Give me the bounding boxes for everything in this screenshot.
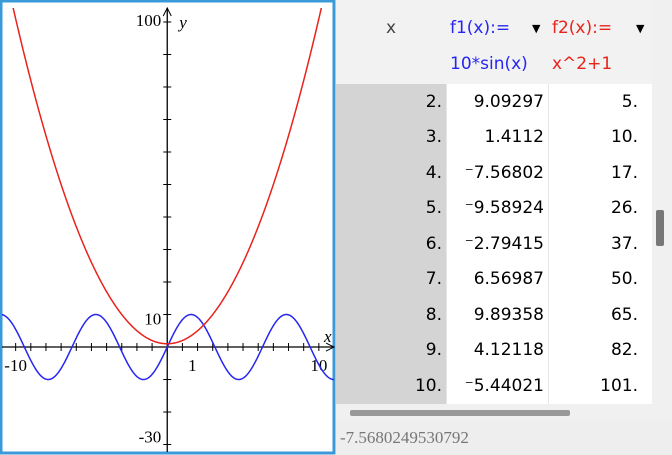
table-cell: 101. — [548, 368, 652, 404]
header-bg — [336, 0, 652, 84]
table-cell: 10. — [336, 368, 446, 404]
column-name: f1(x):= — [450, 18, 511, 38]
table-cell: 5. — [548, 84, 652, 120]
table-panel: x f1(x):= ▼ 10*sin(x) f2(x):= ▼ x^2+1 2. 9.09297… — [336, 0, 672, 455]
column-formula: 10*sin(x) — [450, 54, 528, 74]
table-cell: ⁻7.56802 — [446, 155, 548, 191]
y-tick-label: 100 — [136, 11, 162, 30]
h-scroll-thumb — [350, 410, 570, 416]
table-cell: 5. — [336, 190, 446, 226]
axis-arrow — [162, 6, 172, 17]
dropdown: ▼ — [532, 21, 541, 35]
table-cell: ⁻2.79415 — [446, 226, 548, 262]
table-cell: 26. — [548, 190, 652, 226]
x-axis-label: x — [323, 327, 332, 346]
table-cell: 2. — [336, 84, 446, 120]
column-formula: x^2+1 — [552, 54, 613, 74]
y-tick-label: -30 — [139, 427, 162, 446]
column-name: f2(x):= — [552, 18, 613, 38]
x-tick-label: 1 — [188, 356, 197, 375]
y-axis-label: y — [177, 13, 187, 32]
table-cell: ⁻9.58924 — [446, 190, 548, 226]
table-cell: 4.12118 — [446, 332, 548, 368]
table-cell: 50. — [548, 261, 652, 297]
table-cell: 37. — [548, 226, 652, 262]
table-cell: 3. — [336, 119, 446, 155]
table-cell: 7. — [336, 261, 446, 297]
function-curve — [2, 313, 334, 381]
table-cell: 65. — [548, 297, 652, 333]
v-scroll-thumb — [656, 210, 664, 246]
table-cell: 82. — [548, 332, 652, 368]
axis-arrow — [325, 342, 336, 352]
table-cell: 6.56987 — [446, 261, 548, 297]
table-cell: ⁻5.44021 — [446, 368, 548, 404]
table-cell: 17. — [548, 155, 652, 191]
table-cell: 1.4112 — [446, 119, 548, 155]
status-bar: -7.5680249530792 — [336, 420, 672, 455]
table-cell: 9. — [336, 332, 446, 368]
table-cell: 6. — [336, 226, 446, 262]
y-tick-label: 10 — [144, 309, 161, 328]
table-cell: 10. — [548, 119, 652, 155]
table-cell: 9.89358 — [446, 297, 548, 333]
v-scrollbar — [652, 0, 672, 404]
header-cell: x — [385, 18, 397, 38]
x-tick-label: -10 — [4, 356, 27, 375]
dropdown: ▼ — [636, 21, 645, 35]
table-cell: 4. — [336, 155, 446, 191]
function-curve — [12, 8, 323, 345]
table-cell: 8. — [336, 297, 446, 333]
table-cell: 9.09297 — [446, 84, 548, 120]
